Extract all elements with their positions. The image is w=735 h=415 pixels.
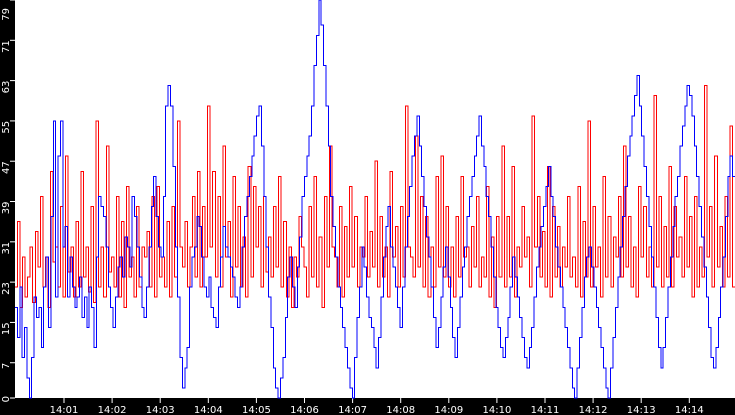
- y-tick-label: 47: [1, 161, 12, 174]
- x-tick-label: 14:09: [434, 405, 463, 415]
- y-tick-label: 15: [1, 322, 12, 335]
- x-tick-label: 14:11: [531, 405, 560, 415]
- series-line-blue: [15, 0, 735, 399]
- x-tick-label: 14:08: [386, 405, 415, 415]
- y-tick-label: 63: [1, 81, 12, 94]
- y-tick-label: 23: [1, 282, 12, 295]
- y-tick-label: 31: [1, 242, 12, 255]
- x-tick-label: 14:10: [482, 405, 511, 415]
- x-tick-label: 14:04: [194, 405, 223, 415]
- x-tick-label: 14:12: [579, 405, 608, 415]
- y-tick-label: 55: [1, 121, 12, 134]
- y-axis: 0 7 15 23 31 39 47 55 63 71 79: [1, 0, 15, 402]
- x-tick-label: 14:07: [338, 405, 367, 415]
- x-tick-label: 14:03: [146, 405, 175, 415]
- y-tick-label: 71: [1, 40, 12, 53]
- x-tick-label: 14:06: [290, 405, 319, 415]
- x-axis: 14:01 14:02 14:03 14:04 14:05 14:06 14:07 14:08…: [50, 398, 704, 415]
- x-tick-label: 14:05: [242, 405, 271, 415]
- y-tick-label: 7: [1, 363, 12, 369]
- y-tick-label: 39: [1, 202, 12, 215]
- y-tick-label: 0: [1, 396, 12, 402]
- y-tick-label: 79: [1, 8, 12, 21]
- x-tick-label: 14:01: [50, 405, 79, 415]
- x-tick-label: 14:13: [627, 405, 656, 415]
- x-tick-label: 14:02: [98, 405, 127, 415]
- series-layer: [15, 0, 735, 399]
- x-tick-label: 14:14: [675, 405, 704, 415]
- series-line-red: [15, 85, 735, 308]
